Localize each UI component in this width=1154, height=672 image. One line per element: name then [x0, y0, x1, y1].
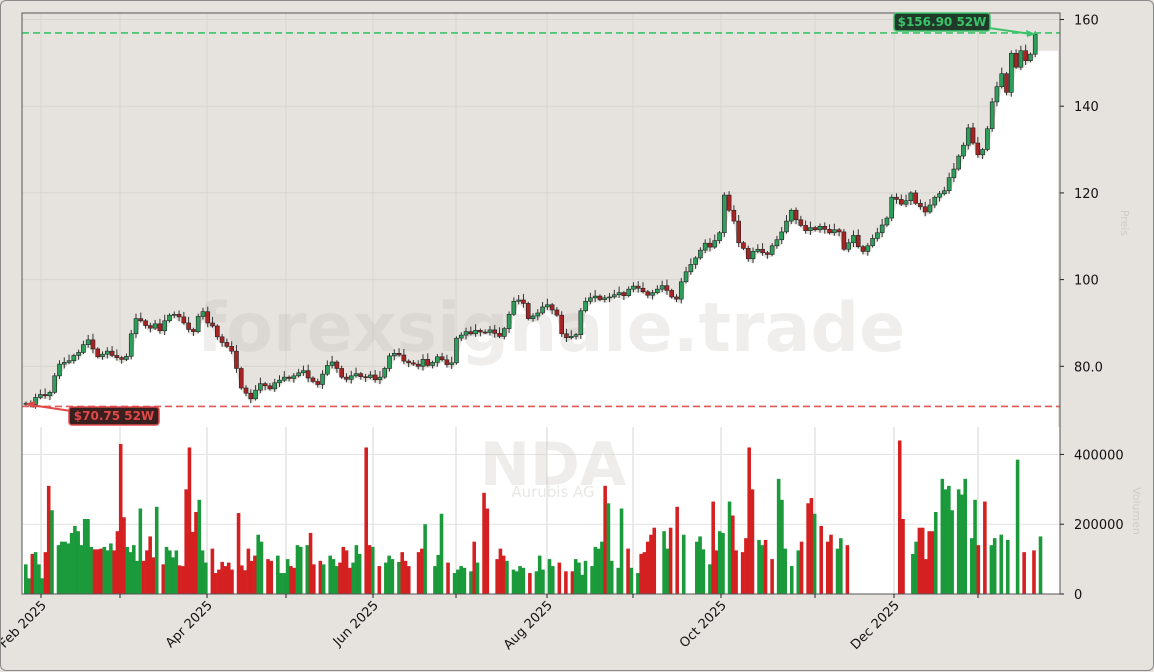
volume-tick-label: 400000	[1074, 448, 1124, 463]
date-axis: Feb 2025 Apr 2025 Jun 2025 Aug 2025 Oct 2025…	[1, 594, 979, 653]
price-tick-label: 120	[1074, 187, 1099, 202]
high-52w-badge: $156.90 52W	[893, 12, 1036, 37]
volume-tick-label: 0	[1074, 588, 1082, 603]
high-52w-label: $156.90 52W	[898, 15, 987, 29]
price-tick-label: 80.0	[1074, 360, 1103, 375]
low-arrowhead-icon	[25, 401, 35, 408]
date-tick-label: Jun 2025	[330, 598, 382, 650]
price-axis-label: Preis	[1118, 210, 1131, 237]
watermark-company: Aurubis AG	[511, 483, 594, 501]
date-tick-label: Apr 2025	[163, 598, 216, 651]
high-arrow-icon	[988, 27, 1032, 35]
low-52w-label: $70.75 52W	[74, 409, 154, 423]
low-arrow-icon	[30, 404, 72, 412]
high-arrowhead-icon	[1026, 30, 1036, 37]
date-tick-label: Aug 2025	[501, 598, 556, 653]
plot-frame	[21, 12, 1061, 595]
volume-tick-label: 200000	[1074, 518, 1124, 533]
volume-axis: 0 200000 400000	[1060, 448, 1124, 603]
low-52w-badge: $70.75 52W	[25, 401, 160, 426]
date-tick-label: Oct 2025	[677, 598, 730, 651]
watermark-symbol: NDA	[480, 430, 627, 500]
price-axis: 80.0 100 120 140 160	[1060, 14, 1103, 375]
price-tick-label: 160	[1074, 14, 1099, 29]
date-tick-label: Feb 2025	[1, 598, 50, 651]
volume-bars	[24, 440, 1043, 594]
price-area-fill	[22, 50, 1058, 428]
date-tick-label: Dec 2025	[848, 598, 903, 653]
price-tick-label: 100	[1074, 274, 1099, 289]
watermark-text: forexsignale.trade	[197, 289, 906, 368]
price-tick-label: 140	[1074, 100, 1099, 115]
volume-axis-label: Volumen	[1130, 487, 1143, 535]
candlesticks	[23, 31, 1038, 409]
